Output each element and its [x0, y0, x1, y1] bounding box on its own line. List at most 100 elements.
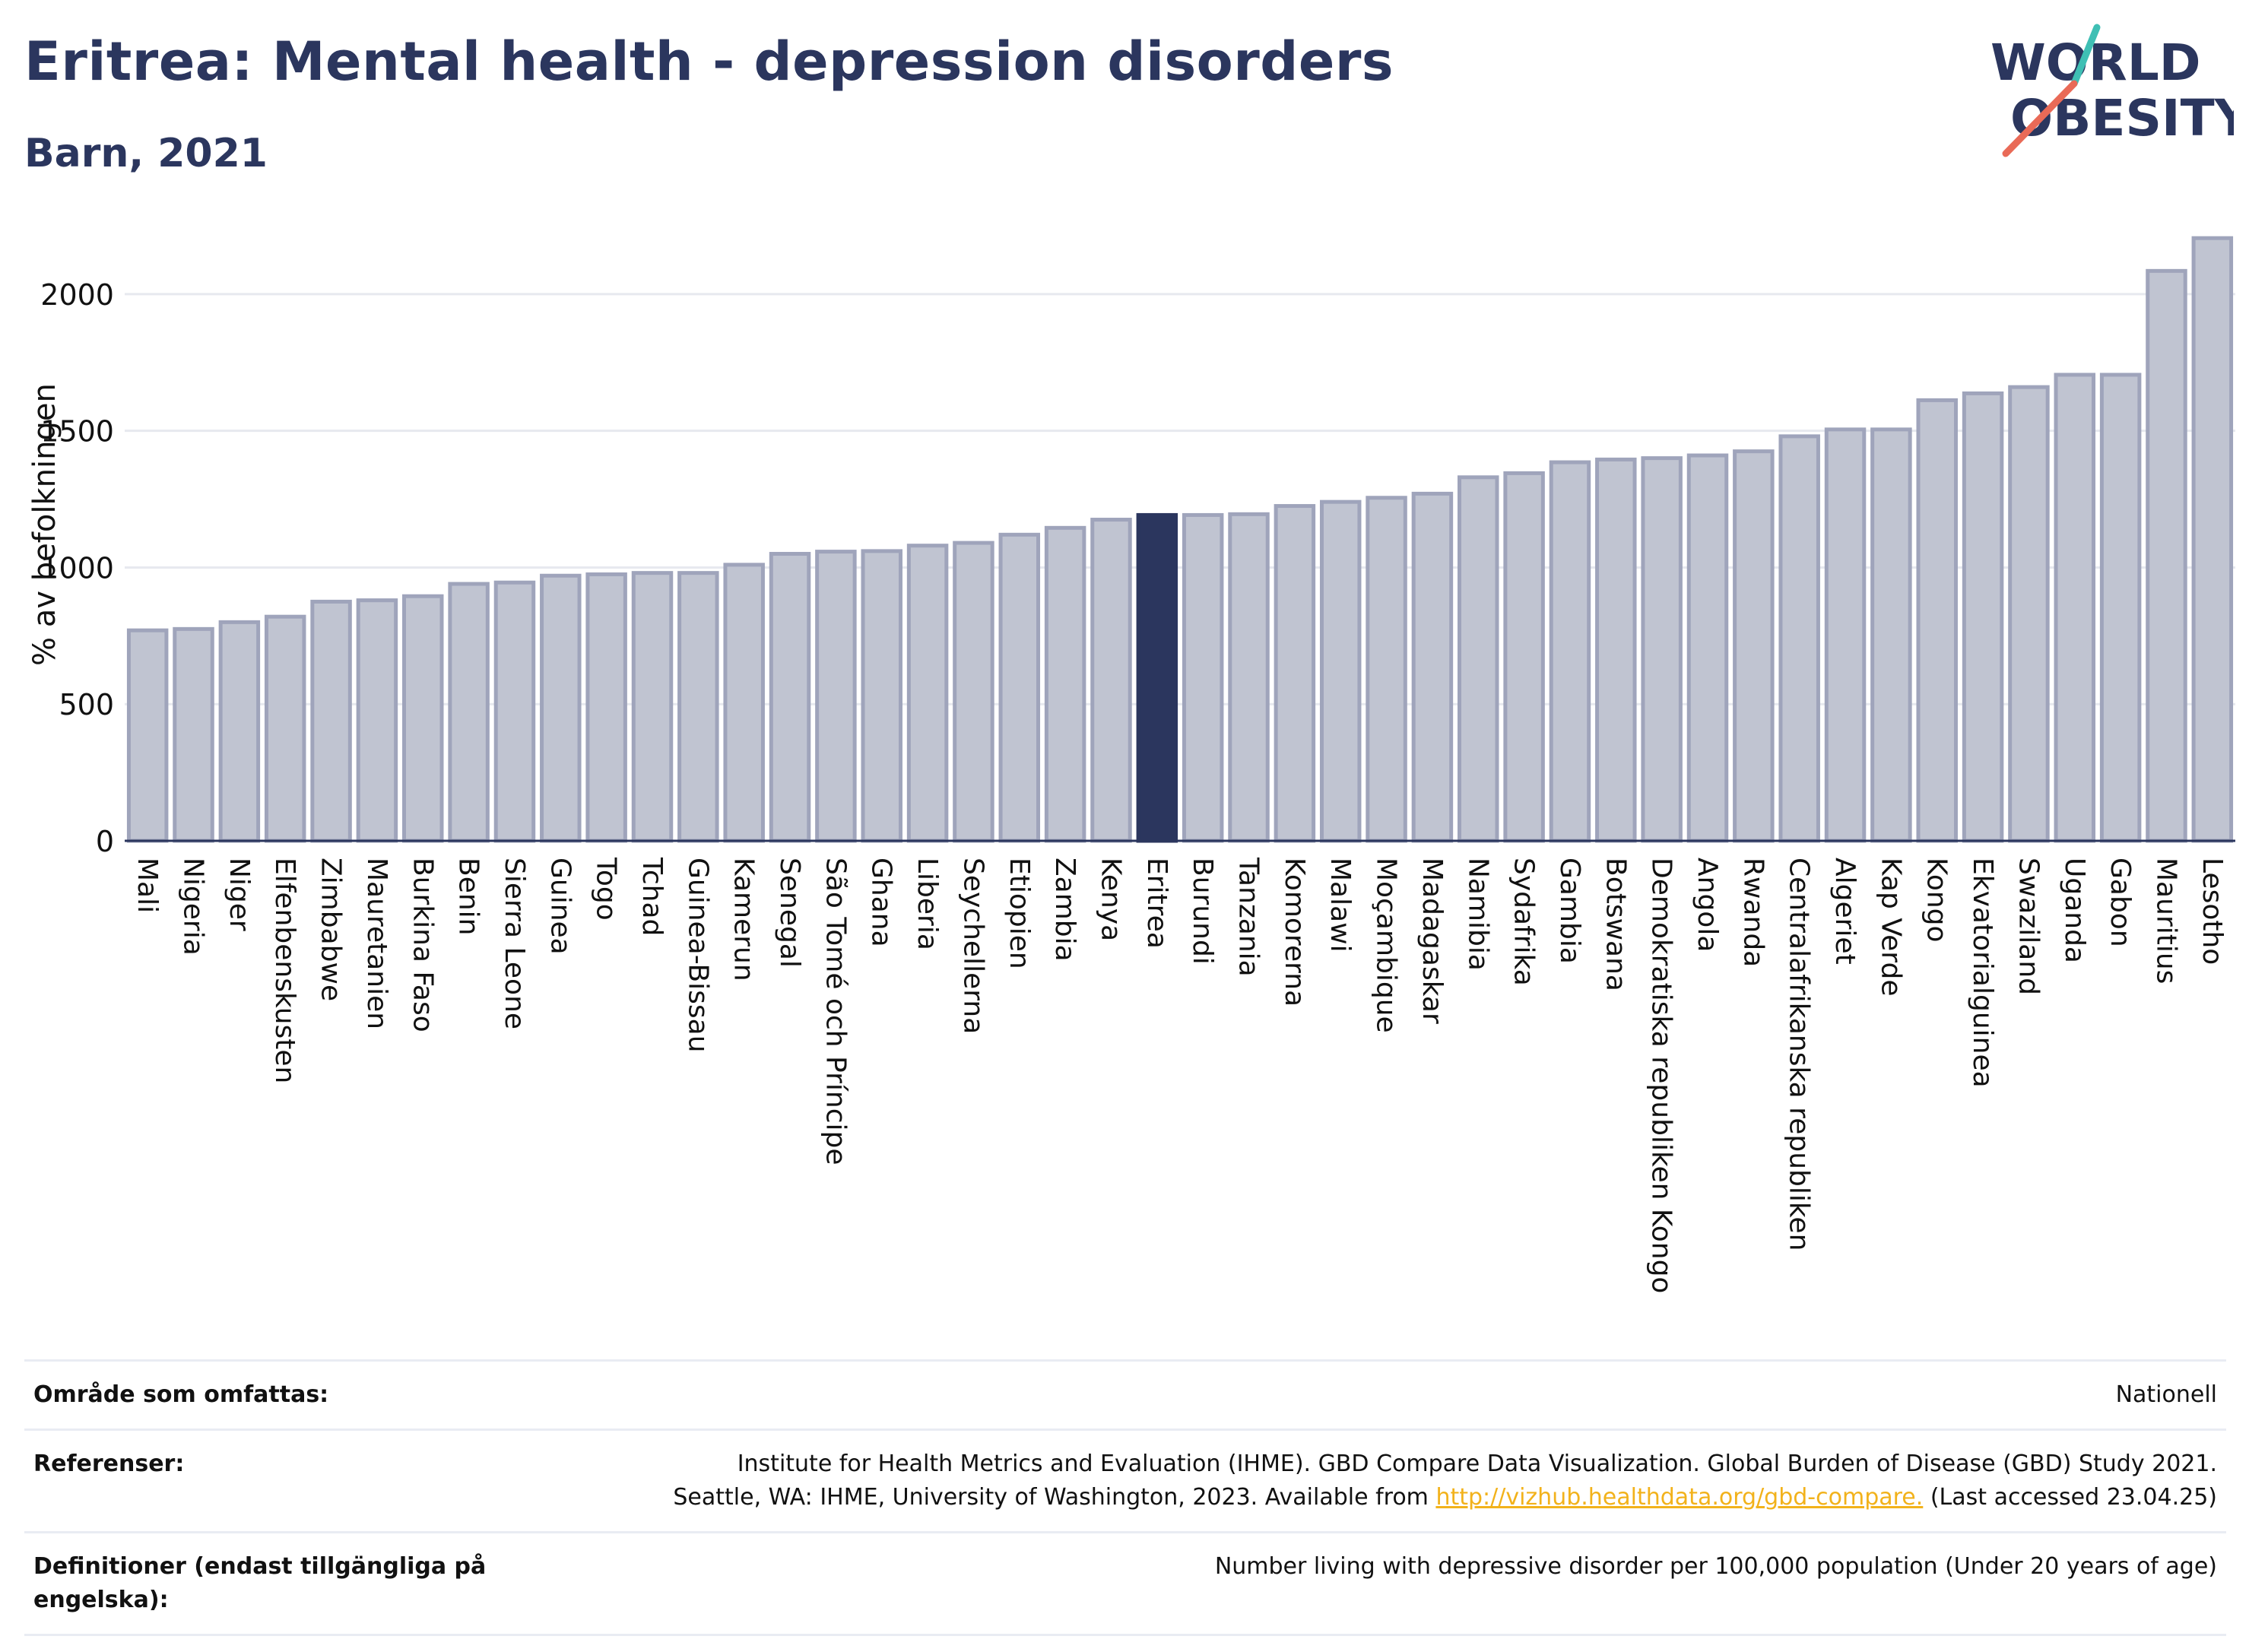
bar-zimbabwe — [310, 599, 352, 843]
x-tick-label: Tchad — [636, 857, 668, 936]
bar-seychellerna — [953, 541, 994, 843]
bar-burundi — [1182, 512, 1224, 843]
bar-eritrea — [1136, 512, 1178, 843]
x-tick-label: Mauretanien — [361, 858, 392, 1029]
bar-namibia — [1458, 475, 1499, 843]
bar-guinea — [540, 573, 582, 843]
bar-sydafrika — [1503, 471, 1545, 843]
chart-title: Eritrea: Mental health - depression diso… — [24, 30, 1394, 93]
x-tick-label: Rwanda — [1737, 858, 1768, 967]
x-tick-label: Demokratiska republiken Kongo — [1646, 858, 1677, 1293]
bar-gabon — [2099, 373, 2142, 843]
y-tick-label: 0 — [96, 825, 114, 858]
x-axis-tick-labels: Mali Nigeria Niger Elfenbenskusten Zimbabwe M… — [132, 857, 2228, 1293]
x-tick-label: São Tomé och Príncipe — [820, 858, 851, 1165]
bar-sierra-leone — [493, 580, 536, 843]
info-table: Område som omfattas: Nationell Referense… — [24, 1359, 2226, 1636]
bars — [126, 236, 2234, 843]
area-label: Område som omfattas: — [24, 1359, 514, 1431]
bar-mauretanien — [356, 598, 398, 843]
bar-elfenbenskusten — [264, 614, 306, 843]
x-tick-label: Botswana — [1600, 858, 1631, 991]
chart-subtitle: Barn, 2021 — [24, 131, 268, 176]
references-row: Referenser: Institute for Health Metrics… — [24, 1428, 2226, 1533]
bar-gambia — [1549, 460, 1591, 843]
x-tick-label: Senegal — [774, 858, 805, 968]
bar-komorerna — [1274, 504, 1316, 843]
x-tick-label: Algeriet — [1829, 858, 1860, 965]
definitions-row: Definitioner (endast tillgängliga på eng… — [24, 1531, 2226, 1636]
bar-togo — [585, 572, 627, 843]
bar-senegal — [769, 551, 811, 843]
bar-burkina-faso — [402, 594, 444, 843]
svg-text:OBESITY: OBESITY — [2010, 89, 2234, 147]
y-tick-label: 2000 — [40, 278, 114, 312]
bar-malawi — [1319, 499, 1362, 843]
x-tick-label: Sydafrika — [1508, 858, 1540, 986]
bar-benin — [448, 582, 490, 843]
x-tick-label: Liberia — [912, 858, 943, 950]
x-tick-label: Gambia — [1554, 858, 1585, 964]
bar-niger — [218, 620, 261, 843]
bar-zambia — [1044, 525, 1086, 843]
bar-angola — [1686, 453, 1729, 843]
y-tick-label: 1000 — [40, 551, 114, 585]
x-tick-label: Mali — [132, 858, 163, 913]
bar-madagaskar — [1411, 491, 1454, 843]
x-tick-label: Burundi — [1187, 858, 1218, 965]
bar-chart: 0 500 1000 1500 2000 % av befolkningen Mali N… — [27, 236, 2235, 1293]
bar-mauritius — [2146, 268, 2187, 843]
references-label: Referenser: — [24, 1428, 514, 1533]
bar-swaziland — [2008, 385, 2050, 843]
x-tick-label: Zambia — [1049, 858, 1080, 962]
bar-tanzania — [1228, 512, 1270, 843]
x-tick-label: Seychellerna — [957, 858, 988, 1034]
x-tick-label: Angola — [1692, 858, 1723, 952]
x-tick-label: Ekvatorialguinea — [1967, 858, 1998, 1088]
bar-rwanda — [1733, 449, 1775, 843]
references-line-2: Seattle, WA: IHME, University of Washing… — [673, 1484, 1436, 1511]
x-tick-label: Zimbabwe — [316, 858, 347, 1001]
bar-botswana — [1595, 457, 1637, 843]
y-tick-label: 500 — [59, 688, 114, 721]
references-value: Institute for Health Metrics and Evaluat… — [514, 1428, 2226, 1533]
bar-mali — [126, 628, 169, 843]
x-tick-label: Tanzania — [1233, 857, 1264, 977]
x-tick-label: Lesotho — [2197, 858, 2228, 965]
bar-kenya — [1090, 518, 1132, 843]
bar-guinea-bissau — [677, 571, 719, 843]
references-link[interactable]: http://vizhub.healthdata.org/gbd-compare… — [1435, 1484, 1924, 1511]
x-tick-label: Namibia — [1462, 858, 1493, 971]
y-axis-ticks: 0 500 1000 1500 2000 — [40, 278, 114, 858]
x-tick-label: Malawi — [1324, 858, 1356, 953]
x-tick-label: Benin — [453, 858, 484, 935]
x-tick-label: Nigeria — [178, 858, 209, 956]
definitions-value: Number living with depressive disorder p… — [514, 1531, 2226, 1636]
y-tick-label: 1500 — [40, 415, 114, 449]
x-tick-label: Uganda — [2059, 858, 2090, 963]
area-value: Nationell — [514, 1359, 2226, 1431]
bar-kamerun — [723, 563, 765, 843]
x-tick-label: Kamerun — [728, 858, 760, 981]
x-tick-label: Madagaskar — [1416, 858, 1448, 1024]
definitions-label: Definitioner (endast tillgängliga på eng… — [24, 1531, 514, 1636]
x-tick-label: Burkina Faso — [407, 858, 438, 1032]
x-tick-label: Mauritius — [2150, 858, 2181, 984]
area-row: Område som omfattas: Nationell — [24, 1359, 2226, 1431]
bar-tchad — [631, 571, 674, 843]
x-tick-label: Eritrea — [1141, 858, 1172, 949]
world-obesity-logo: WORLD OBESITY — [1990, 24, 2234, 157]
x-tick-label: Gabon — [2105, 858, 2136, 947]
x-tick-label: Guinea-Bissau — [682, 858, 713, 1053]
x-tick-label: Kongo — [1921, 858, 1952, 943]
bar-uganda — [2054, 373, 2096, 843]
x-tick-label: Centralafrikanska republiken — [1784, 858, 1815, 1251]
x-tick-label: Elfenbenskusten — [269, 858, 300, 1083]
bar-nigeria — [173, 626, 214, 843]
references-line-1: Institute for Health Metrics and Evaluat… — [737, 1451, 2217, 1477]
bar-ghana — [861, 549, 902, 843]
bar-kap-verde — [1870, 427, 1912, 843]
bar-liberia — [906, 544, 949, 843]
bar-lesotho — [2191, 236, 2234, 843]
bar-ekvatorialguinea — [1962, 391, 2004, 843]
